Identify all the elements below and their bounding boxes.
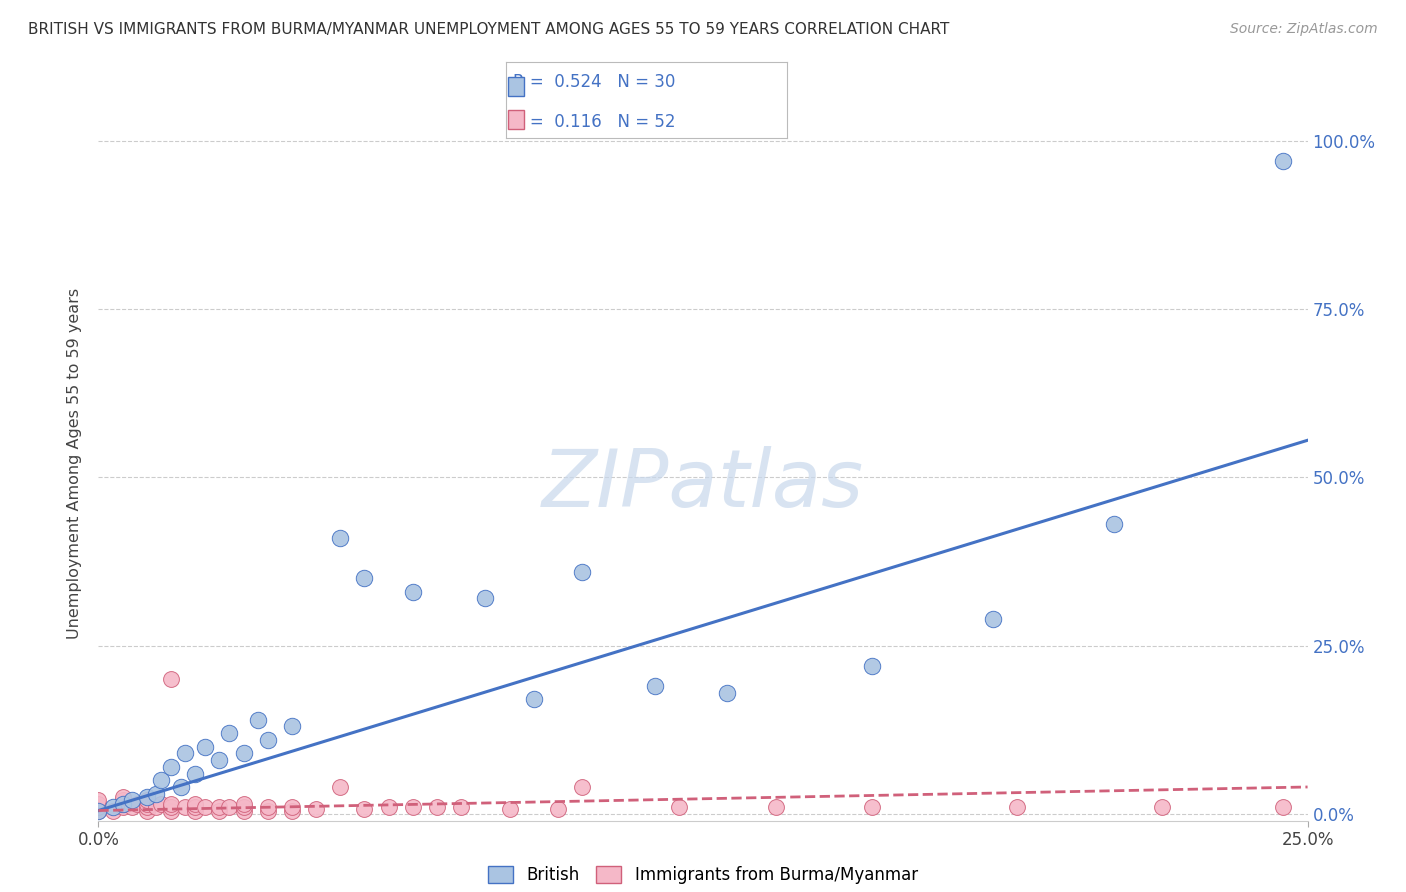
Point xyxy=(101,804,124,818)
Text: Source: ZipAtlas.com: Source: ZipAtlas.com xyxy=(1230,22,1378,37)
Point xyxy=(353,801,375,815)
Point xyxy=(208,753,231,767)
Point xyxy=(184,804,207,818)
Point xyxy=(160,673,183,687)
Point xyxy=(169,780,191,794)
Point xyxy=(668,800,690,814)
Point xyxy=(160,804,183,818)
Point xyxy=(353,571,375,585)
Text: BRITISH VS IMMIGRANTS FROM BURMA/MYANMAR UNEMPLOYMENT AMONG AGES 55 TO 59 YEARS : BRITISH VS IMMIGRANTS FROM BURMA/MYANMAR… xyxy=(28,22,949,37)
Point xyxy=(232,804,254,818)
Point xyxy=(87,793,110,807)
Point xyxy=(981,612,1004,626)
Point xyxy=(111,800,134,814)
Point xyxy=(87,797,110,811)
Point xyxy=(571,565,593,579)
Point xyxy=(765,800,787,814)
Point xyxy=(281,804,304,818)
Point xyxy=(1007,800,1029,814)
Point xyxy=(184,766,207,780)
Point xyxy=(111,797,134,811)
Point xyxy=(450,800,472,814)
Point xyxy=(145,787,167,801)
Point xyxy=(247,713,270,727)
Point xyxy=(194,800,217,814)
Point xyxy=(218,800,240,814)
Point xyxy=(402,584,425,599)
Point xyxy=(377,800,399,814)
Point xyxy=(121,793,143,807)
Point xyxy=(135,790,157,805)
Point xyxy=(208,804,231,818)
Point xyxy=(426,800,449,814)
Point xyxy=(256,804,278,818)
Point xyxy=(111,797,134,811)
Point xyxy=(860,800,883,814)
Point xyxy=(571,780,593,794)
Point xyxy=(101,800,124,814)
Point xyxy=(194,739,217,754)
Point xyxy=(1152,800,1174,814)
Point xyxy=(256,732,278,747)
Point xyxy=(87,804,110,818)
Point xyxy=(474,591,496,606)
Point xyxy=(256,800,278,814)
Point xyxy=(232,797,254,811)
Point xyxy=(111,793,134,807)
Point xyxy=(184,797,207,811)
Point xyxy=(145,800,167,814)
Point xyxy=(135,800,157,814)
Point xyxy=(150,773,173,788)
Point xyxy=(1272,153,1295,168)
Point xyxy=(160,800,183,814)
Point xyxy=(218,726,240,740)
Point xyxy=(547,801,569,815)
Text: R =  0.524   N = 30: R = 0.524 N = 30 xyxy=(513,73,675,91)
Point xyxy=(1102,517,1125,532)
Point xyxy=(184,800,207,814)
Point xyxy=(329,780,352,794)
Point xyxy=(523,692,546,706)
Point xyxy=(174,800,197,814)
Point xyxy=(232,747,254,761)
Point xyxy=(160,797,183,811)
Point xyxy=(111,790,134,805)
Point xyxy=(498,801,520,815)
Point xyxy=(150,797,173,811)
Legend: British, Immigrants from Burma/Myanmar: British, Immigrants from Burma/Myanmar xyxy=(481,859,925,891)
Point xyxy=(87,804,110,818)
Point xyxy=(644,679,666,693)
Point xyxy=(1272,800,1295,814)
Point xyxy=(716,686,738,700)
Point xyxy=(329,531,352,545)
Point xyxy=(860,658,883,673)
Text: ZIPatlas: ZIPatlas xyxy=(541,446,865,524)
Y-axis label: Unemployment Among Ages 55 to 59 years: Unemployment Among Ages 55 to 59 years xyxy=(67,288,83,640)
Point xyxy=(208,800,231,814)
Point xyxy=(135,797,157,811)
Point xyxy=(402,800,425,814)
Point xyxy=(135,793,157,807)
Text: R =  0.116   N = 52: R = 0.116 N = 52 xyxy=(513,113,676,131)
Point xyxy=(121,800,143,814)
Point xyxy=(232,800,254,814)
Point xyxy=(281,719,304,733)
Point xyxy=(135,804,157,818)
Point xyxy=(174,747,197,761)
Point xyxy=(87,800,110,814)
Point xyxy=(127,797,149,811)
Point xyxy=(281,800,304,814)
Point xyxy=(160,760,183,774)
Point xyxy=(305,801,328,815)
